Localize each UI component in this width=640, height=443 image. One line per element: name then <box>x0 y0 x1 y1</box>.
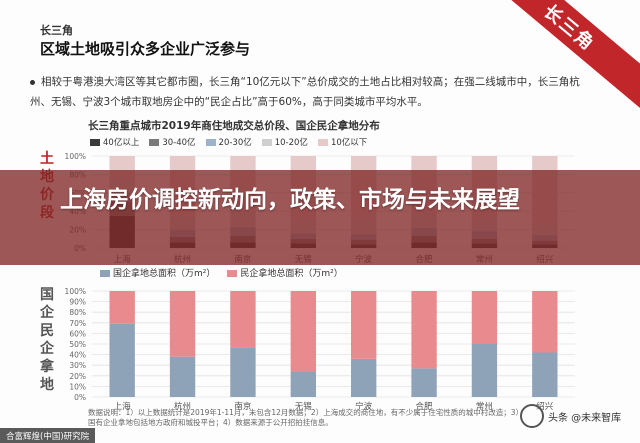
watermark-logo-icon <box>520 404 544 428</box>
chart-bottom-ytick-label: 90% <box>69 298 86 307</box>
chart-bottom-bar-segment <box>109 323 135 397</box>
legend-bottom-item: 民企拿地总面积（万m²） <box>227 266 343 279</box>
chart-bottom-ytick-label: 100% <box>65 287 86 296</box>
legend-bottom-label: 民企拿地总面积（万m²） <box>240 269 343 279</box>
legend-top-swatch <box>90 139 100 146</box>
chart-bottom-bar-segment <box>290 371 316 397</box>
legend-bottom-label: 国企拿地总面积（万m²） <box>113 269 216 279</box>
chart-title-text: 长三角重点城市2019年商住地成交总价段、国企民企拿地分布 <box>88 120 380 132</box>
legend-top-swatch <box>317 139 328 146</box>
legend-top-item: 20-30亿 <box>205 136 252 148</box>
chart-bottom-bar-segment <box>351 358 377 397</box>
chart-bottom-ytick-label: 0% <box>74 393 86 402</box>
chart-bottom-ytick-label: 60% <box>69 329 86 338</box>
legend-top-swatch <box>261 139 272 146</box>
chart-bottom-bar-segment <box>411 368 437 397</box>
chart-bottom-bar-segment <box>411 291 437 369</box>
chart-bottom-ytick-label: 20% <box>69 372 86 381</box>
footer-logo: 合富辉煌(中国)研究院 <box>0 428 96 443</box>
chart-bottom-category-label: 合肥 <box>416 401 434 412</box>
legend-top: 40亿以上 30-40亿 20-30亿 10-20亿 10亿以下 <box>90 136 367 148</box>
bullet-content: 相较于粤港澳大湾区等其它都市圈，长三角“10亿元以下”总价成交的土地占比相对较高… <box>30 76 580 108</box>
chart-bottom-bar-segment <box>230 291 256 348</box>
chart-bottom-ytick-label: 40% <box>69 351 86 360</box>
legend-top-item: 10亿以下 <box>317 136 368 148</box>
chart-bottom-bar-segment <box>169 291 196 357</box>
chart-bottom-category-label: 南京 <box>234 401 251 412</box>
chart-bottom-ytick-label: 50% <box>69 340 86 349</box>
legend-top-item: 40亿以上 <box>90 136 139 148</box>
chart-bottom-ytick-label: 70% <box>69 319 86 328</box>
legend-top-label: 40亿以上 <box>103 138 140 148</box>
chart-bottom-ytick-label: 80% <box>69 308 86 317</box>
chart-bottom-bar-segment <box>532 291 558 353</box>
watermark-text: 头条 @未来智库 <box>548 412 622 424</box>
data-notes: 数据说明：1）以上数据统计是2019年1-11月，未包含12月数据；2）上海成交… <box>88 408 523 427</box>
chart-top-ytick-label: 100% <box>65 152 86 161</box>
chart-bottom-bar-segment <box>290 291 316 372</box>
chart-bottom-ytick-label: 10% <box>69 382 86 391</box>
title-overlay-band <box>0 170 640 265</box>
chart-bottom-bar-segment <box>471 291 498 344</box>
chart-bottom-bar-segment <box>230 347 256 397</box>
slide-title: 区域土地吸引众多企业广泛参与 <box>40 40 251 58</box>
overlay-title: 上海房价调控新动向，政策、市场与未来展望 <box>60 187 520 213</box>
chart-bottom-ytick-label: 30% <box>69 361 86 370</box>
legend-bottom: 国企拿地总面积（万m²） 民企拿地总面积（万m²） <box>100 266 343 279</box>
legend-bottom-swatch <box>227 270 238 277</box>
chart-bottom-bar-segment <box>109 291 135 324</box>
legend-top-item: 30-40亿 <box>149 136 196 148</box>
chart-bottom-category-label: 杭州 <box>174 401 191 412</box>
chart-bottom-category-label: 无锡 <box>295 402 313 412</box>
legend-top-label: 20-30亿 <box>218 138 252 148</box>
legend-top-swatch <box>149 139 160 146</box>
vertical-label-ownership: 国企民企拿地 <box>40 287 54 393</box>
legend-top-label: 10亿以下 <box>330 138 368 148</box>
chart-bottom-category-label: 宁波 <box>355 401 373 412</box>
slide-kicker: 长三角 <box>40 24 73 37</box>
bullet-dot-icon <box>30 79 35 85</box>
chart-bottom-bar-segment <box>532 352 558 397</box>
legend-top-label: 10-20亿 <box>274 138 308 148</box>
chart-bottom-bar-segment <box>169 356 196 397</box>
legend-bottom-item: 国企拿地总面积（万m²） <box>100 266 215 279</box>
chart-bottom-category-label: 上海 <box>114 401 132 412</box>
chart-title: 长三角重点城市2019年商住地成交总价段、国企民企拿地分布 <box>88 118 380 133</box>
legend-top-item: 10-20亿 <box>261 136 308 148</box>
watermark: 头条 @未来智库 <box>520 404 621 428</box>
chart-bottom-category-label: 绍兴 <box>536 401 554 412</box>
legend-top-swatch <box>205 139 216 146</box>
legend-bottom-swatch <box>100 270 110 277</box>
chart-bottom-bar-segment <box>471 344 498 397</box>
legend-top-label: 30-40亿 <box>162 138 196 148</box>
chart-bottom-category-label: 常州 <box>476 401 493 412</box>
chart-bottom-bar-segment <box>351 291 377 359</box>
bullet-text: 相较于粤港澳大湾区等其它都市圈，长三角“10亿元以下”总价成交的土地占比相对较高… <box>30 72 590 112</box>
